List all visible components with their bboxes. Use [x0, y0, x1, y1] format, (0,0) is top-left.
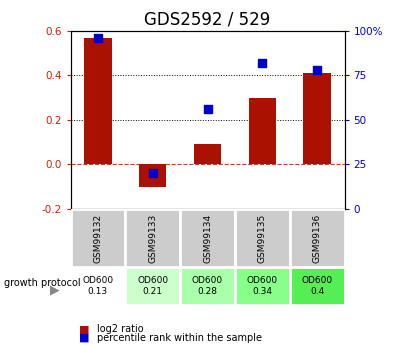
Bar — [235, 209, 290, 267]
Bar — [290, 267, 345, 305]
Bar — [84, 38, 112, 164]
Text: growth protocol: growth protocol — [4, 278, 81, 288]
Bar — [180, 209, 235, 267]
Text: OD600
0.13: OD600 0.13 — [82, 276, 114, 296]
Text: OD600
0.34: OD600 0.34 — [247, 276, 278, 296]
Bar — [290, 209, 345, 267]
Point — [95, 36, 101, 41]
Bar — [139, 164, 166, 187]
Bar — [235, 267, 290, 305]
Text: ■: ■ — [79, 333, 89, 343]
Bar — [249, 98, 276, 164]
Point — [150, 170, 156, 176]
Bar — [180, 267, 235, 305]
Title: GDS2592 / 529: GDS2592 / 529 — [144, 10, 271, 28]
Text: ■: ■ — [79, 325, 89, 334]
Bar — [71, 209, 125, 267]
Text: OD600
0.21: OD600 0.21 — [137, 276, 168, 296]
Text: GSM99133: GSM99133 — [148, 214, 157, 263]
Text: ▶: ▶ — [50, 283, 59, 296]
Bar — [194, 144, 221, 164]
Text: log2 ratio: log2 ratio — [97, 325, 143, 334]
Text: percentile rank within the sample: percentile rank within the sample — [97, 333, 262, 343]
Text: OD600
0.28: OD600 0.28 — [192, 276, 223, 296]
Point — [204, 107, 211, 112]
Text: GSM99134: GSM99134 — [203, 214, 212, 263]
Point — [314, 67, 320, 73]
Bar — [303, 73, 331, 164]
Bar — [125, 267, 180, 305]
Text: OD600
0.4: OD600 0.4 — [301, 276, 333, 296]
Point — [259, 60, 266, 66]
Text: GSM99136: GSM99136 — [313, 214, 322, 263]
Bar — [71, 267, 125, 305]
Text: GSM99132: GSM99132 — [93, 214, 102, 263]
Text: GSM99135: GSM99135 — [258, 214, 267, 263]
Bar — [125, 209, 180, 267]
